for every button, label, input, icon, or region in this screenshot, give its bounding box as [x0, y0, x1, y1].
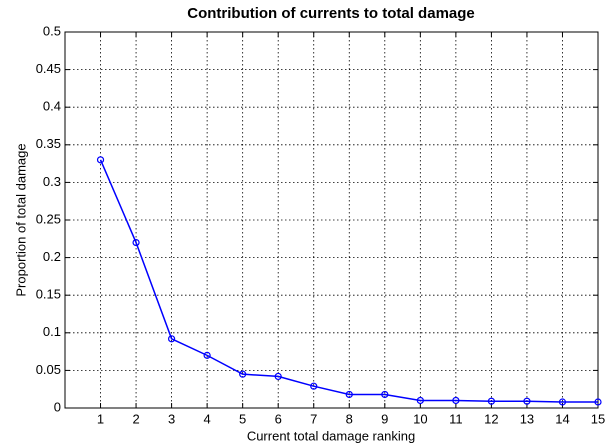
- y-tick-label: 0.05: [36, 362, 61, 377]
- y-axis-label: Proportion of total damage: [13, 143, 28, 296]
- data-line: [99, 159, 598, 403]
- data-point: [96, 156, 105, 164]
- x-axis-label: Current total damage ranking: [247, 428, 415, 443]
- data-point: [274, 372, 282, 381]
- x-tick-label: 4: [204, 411, 211, 426]
- y-tick-label: 0.4: [43, 99, 61, 114]
- data-point: [487, 397, 495, 405]
- y-tick-label: 0.2: [43, 249, 61, 264]
- x-tick-label: 8: [346, 411, 353, 426]
- data-point: [558, 398, 567, 406]
- x-tick-label: 13: [520, 411, 534, 426]
- x-tick-label: 1: [97, 411, 104, 426]
- data-point: [132, 238, 140, 247]
- y-tick-label: 0.25: [36, 211, 61, 226]
- chart-title: Contribution of currents to total damage: [187, 5, 475, 22]
- data-point: [452, 396, 460, 405]
- y-tick-label: 0.1: [43, 324, 61, 339]
- plot-frame: [64, 31, 599, 409]
- x-tick-label: 12: [484, 411, 498, 426]
- x-tick-label: 9: [381, 411, 388, 426]
- data-point: [381, 390, 389, 399]
- data-point: [345, 390, 353, 399]
- data-point: [168, 335, 176, 343]
- y-tick-label: 0.5: [43, 23, 61, 38]
- y-tick-label: 0: [54, 399, 61, 414]
- data-point: [523, 397, 531, 405]
- x-tick-label: 10: [413, 411, 427, 426]
- x-tick-label: 5: [239, 411, 246, 426]
- data-point: [203, 351, 211, 359]
- x-tick-label: 11: [449, 411, 463, 426]
- x-tick-label: 7: [310, 411, 317, 426]
- data-point: [239, 370, 247, 378]
- x-tick-label: 6: [275, 411, 282, 426]
- y-tick-label: 0.15: [36, 287, 61, 302]
- x-tick-label: 3: [168, 411, 175, 426]
- x-tick-label: 15: [591, 411, 605, 426]
- y-tick-label: 0.45: [36, 61, 61, 76]
- data-point: [416, 396, 424, 405]
- x-tick-label: 2: [132, 411, 139, 426]
- x-tick-label: 14: [555, 411, 569, 426]
- y-tick-label: 0.3: [43, 174, 61, 189]
- data-point: [310, 382, 318, 390]
- data-point: [594, 398, 602, 406]
- y-tick-label: 0.35: [36, 136, 61, 151]
